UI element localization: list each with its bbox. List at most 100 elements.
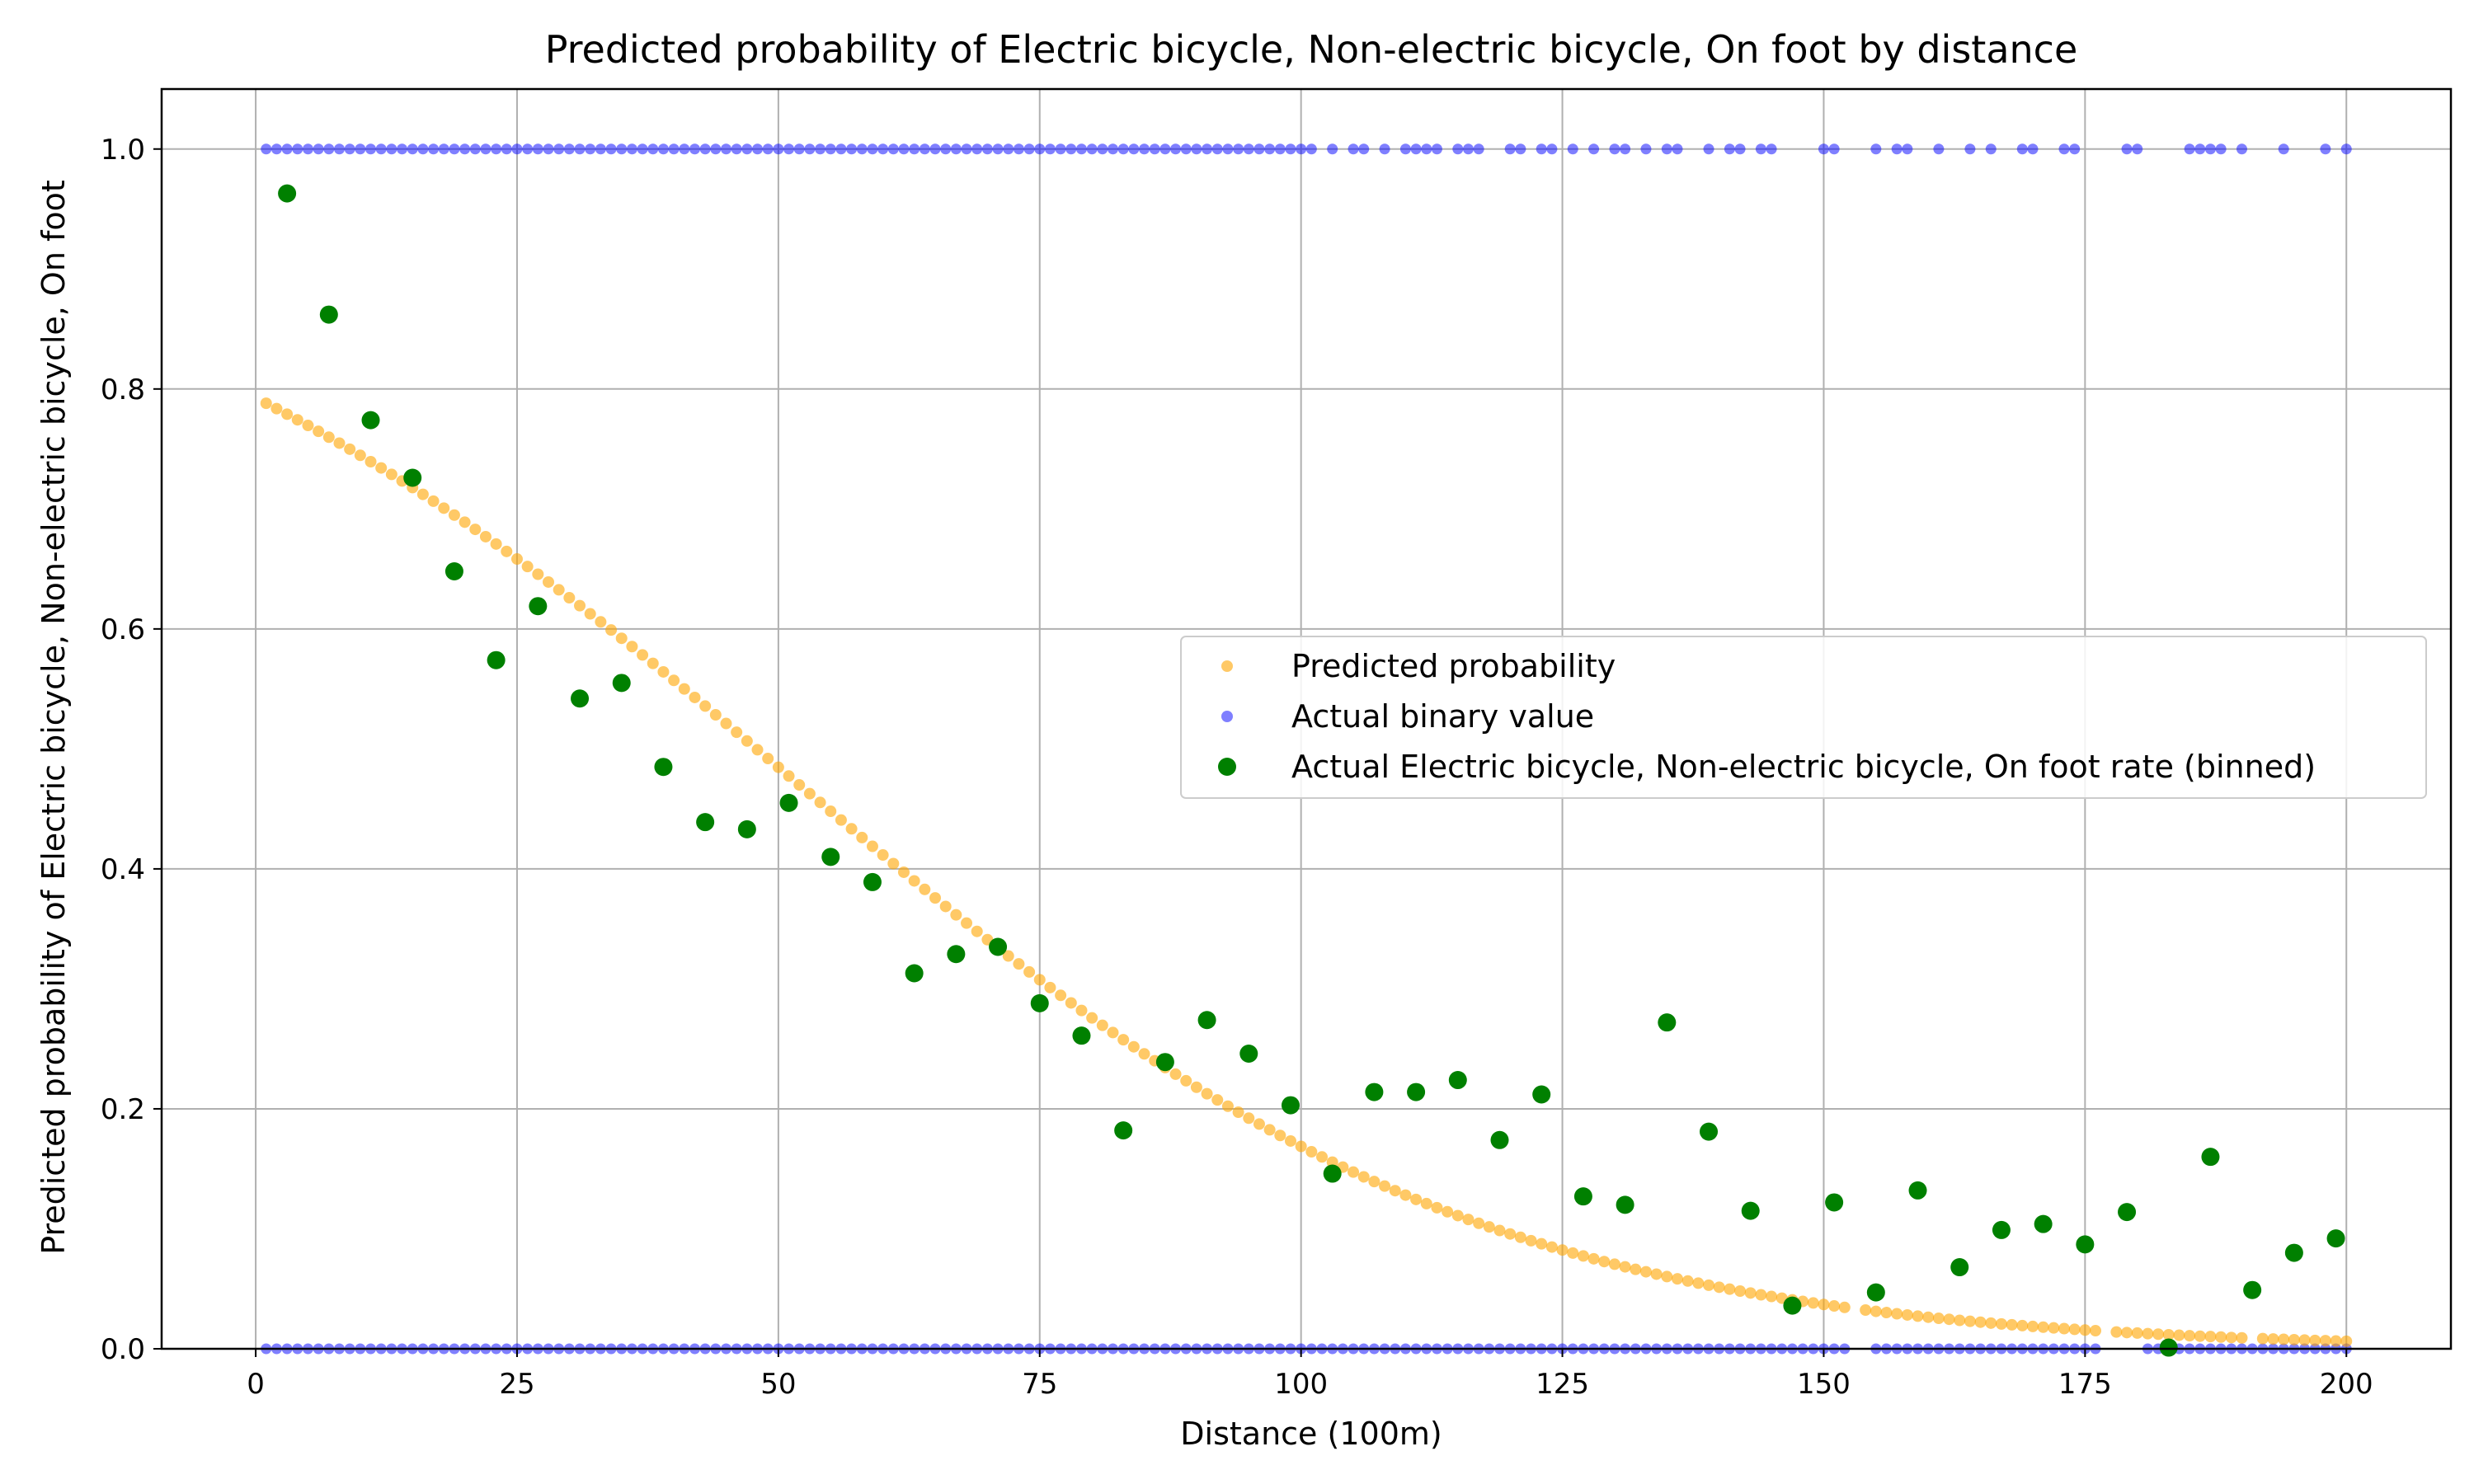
binned-rate-point [529, 597, 548, 616]
predicted-probability-point [1828, 1300, 1841, 1313]
predicted-probability-point [302, 420, 314, 432]
predicted-probability-point [2319, 1335, 2331, 1347]
predicted-probability-point [1744, 1287, 1757, 1299]
binned-rate-point [319, 305, 338, 324]
predicted-probability-point [584, 608, 596, 620]
predicted-probability-point [1671, 1273, 1683, 1285]
binned-rate-point [2243, 1280, 2262, 1299]
predicted-probability-point [1703, 1279, 1715, 1291]
actual-binary-point [637, 143, 648, 155]
binned-rate-point [1616, 1195, 1634, 1214]
predicted-probability-point [260, 397, 272, 410]
predicted-probability-point [1870, 1305, 1882, 1317]
binned-rate-point [737, 819, 756, 838]
actual-binary-point [1567, 143, 1578, 155]
actual-binary-point [1504, 143, 1516, 155]
predicted-probability-point [490, 538, 502, 550]
actual-binary-point [835, 143, 847, 155]
actual-binary-point [773, 143, 784, 155]
predicted-probability-point [1943, 1313, 1955, 1326]
actual-binary-point [731, 143, 742, 155]
predicted-probability-point [385, 468, 397, 481]
actual-binary-point [1013, 143, 1024, 155]
predicted-probability-point [1243, 1112, 1255, 1125]
x-tick-label: 125 [1536, 1368, 1589, 1401]
binned-rate-point [2118, 1203, 2137, 1222]
actual-binary-point [1097, 143, 1108, 155]
predicted-probability-point [772, 761, 784, 773]
actual-binary-point [1891, 143, 1903, 155]
predicted-probability-point [1033, 974, 1046, 986]
binned-rate-point [1908, 1181, 1927, 1200]
predicted-probability-point [1462, 1214, 1475, 1226]
actual-binary-point [417, 143, 429, 155]
predicted-probability-point [1974, 1316, 1987, 1328]
predicted-probability-point [553, 584, 565, 596]
binned-rate-point [1155, 1053, 1174, 1072]
chart-title: Predicted probability of Electric bicycl… [545, 27, 2078, 72]
predicted-probability-point [1901, 1308, 1913, 1321]
predicted-probability-point [322, 431, 335, 444]
actual-binary-point [815, 143, 826, 155]
predicted-probability-point [783, 770, 795, 782]
plot-frame [160, 87, 2453, 1350]
predicted-probability-point [333, 437, 346, 449]
predicted-probability-point [2204, 1331, 2217, 1343]
actual-binary-point [1296, 143, 1307, 155]
binned-rate-point [1490, 1130, 1509, 1149]
actual-binary-point [2069, 143, 2081, 155]
predicted-probability-point [1536, 1237, 1548, 1250]
actual-binary-point [2320, 143, 2331, 155]
actual-binary-point [752, 143, 764, 155]
binned-rate-point [2034, 1214, 2053, 1233]
actual-binary-point [2027, 143, 2039, 155]
actual-binary-point [1055, 143, 1066, 155]
predicted-probability-point [1326, 1156, 1338, 1168]
binned-rate-point [571, 689, 590, 708]
legend-marker-actual-binary [1221, 711, 1233, 722]
predicted-probability-point [1305, 1146, 1318, 1158]
binned-rate-point [1448, 1071, 1467, 1090]
predicted-probability-point [961, 917, 973, 929]
actual-binary-point [407, 143, 418, 155]
actual-binary-point [1536, 143, 1547, 155]
predicted-probability-point [720, 717, 732, 730]
actual-binary-point [2058, 143, 2070, 155]
y-tick-label: 0.0 [101, 1333, 145, 1366]
predicted-probability-point [971, 925, 983, 937]
predicted-probability-point [1107, 1026, 1119, 1039]
predicted-probability-point [2058, 1322, 2070, 1335]
y-axis-ticks: 0.0 0.2 0.4 0.6 0.8 1.0 [101, 134, 162, 1366]
predicted-probability-point [1964, 1315, 1976, 1327]
predicted-probability-point [793, 779, 806, 791]
actual-binary-point [1348, 143, 1359, 155]
predicted-probability-point [2079, 1324, 2091, 1336]
predicted-probability-point [1410, 1193, 1423, 1205]
actual-binary-point [1191, 143, 1202, 155]
predicted-probability-point [939, 900, 952, 913]
actual-binary-point [1274, 143, 1286, 155]
actual-binary-point [846, 143, 858, 155]
predicted-probability-point [637, 649, 649, 661]
actual-binary-point [1253, 143, 1265, 155]
actual-binary-point [1139, 143, 1150, 155]
predicted-probability-point [657, 665, 670, 678]
actual-binary-point [825, 143, 836, 155]
predicted-probability-point [1525, 1234, 1537, 1247]
predicted-probability-point [1284, 1134, 1296, 1147]
actual-binary-point [1431, 143, 1442, 155]
actual-binary-point [647, 143, 659, 155]
actual-binary-point [783, 143, 795, 155]
predicted-probability-point [2194, 1330, 2206, 1342]
actual-binary-point [1546, 143, 1558, 155]
predicted-probability-point [501, 545, 513, 557]
binned-rate-point [2076, 1235, 2095, 1254]
predicted-probability-point [2016, 1319, 2029, 1331]
predicted-probability-point [1096, 1019, 1108, 1031]
predicted-probability-point [1630, 1263, 1642, 1275]
actual-binary-point [1222, 143, 1234, 155]
actual-binary-point [1243, 143, 1254, 155]
actual-binary-point [1620, 143, 1631, 155]
actual-binary-point [2132, 143, 2143, 155]
